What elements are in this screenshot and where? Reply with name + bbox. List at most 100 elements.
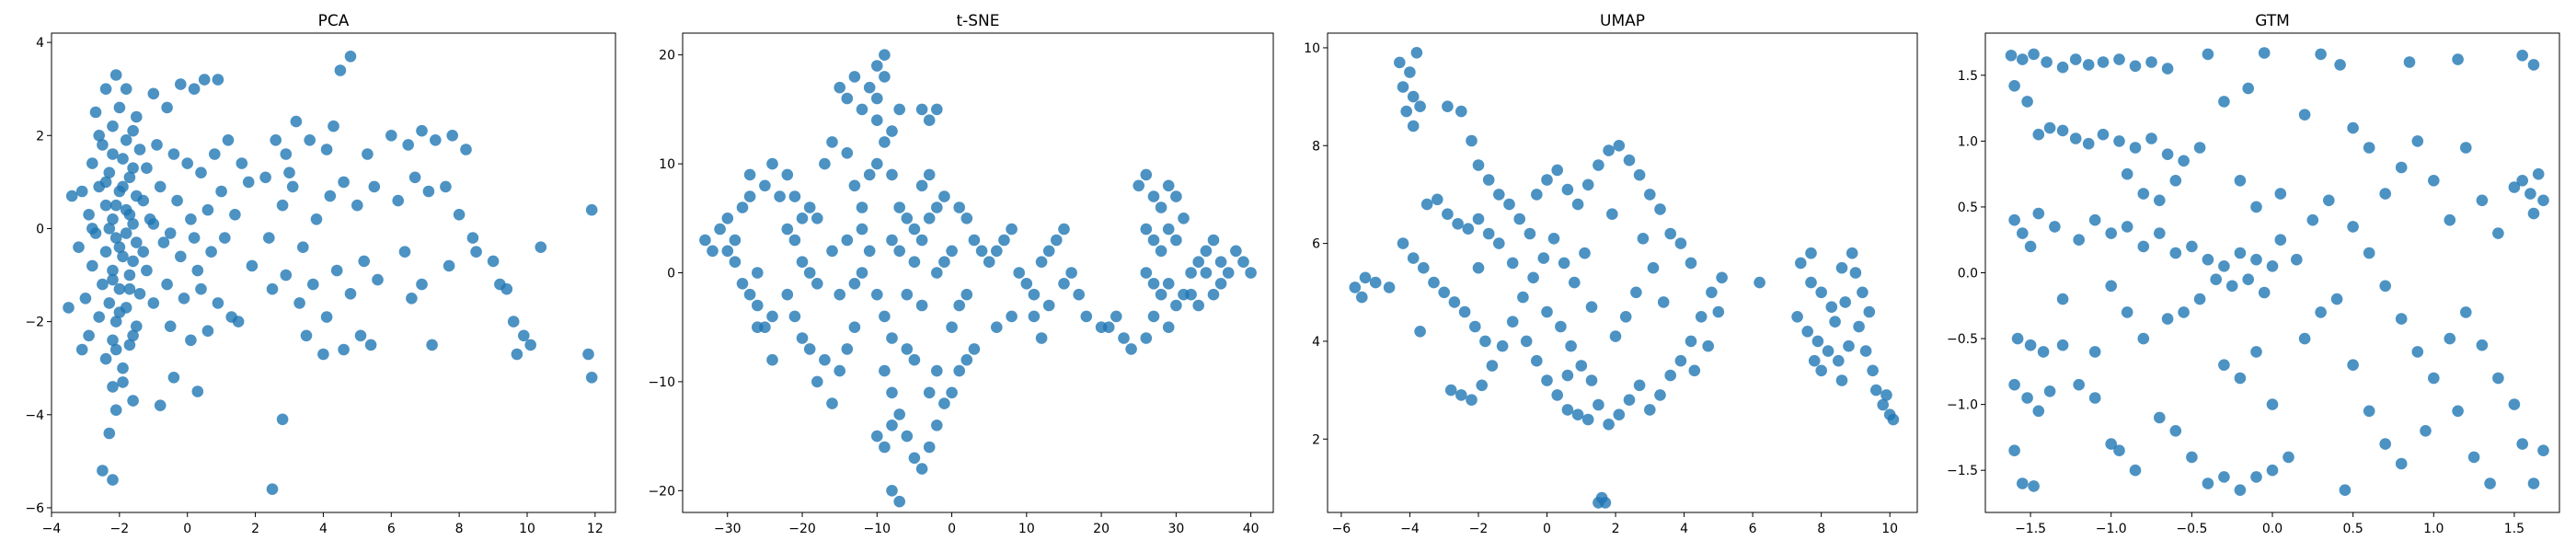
scatter-point [107, 120, 119, 132]
scatter-point [915, 299, 928, 312]
scatter-point [1058, 223, 1070, 236]
scatter-point [1688, 364, 1701, 377]
scatter-point [871, 114, 883, 126]
scatter-point [915, 463, 928, 475]
scatter-point [2129, 60, 2142, 73]
scatter-point [385, 130, 397, 142]
scatter-point [131, 110, 143, 123]
scatter-point [1835, 374, 1848, 386]
scatter-point [1359, 271, 1372, 284]
scatter-point [931, 364, 943, 377]
scatter-point [320, 311, 333, 323]
scatter-point [2524, 188, 2536, 200]
y-tick-label: 10 [1304, 41, 1320, 56]
scatter-point [2088, 392, 2101, 404]
scatter-point [83, 329, 95, 342]
scatter-point [392, 194, 405, 207]
scatter-point [86, 259, 98, 272]
scatter-point [97, 278, 109, 291]
scatter-point [164, 320, 177, 333]
scatter-point [185, 213, 197, 225]
scatter-point [2008, 213, 2020, 226]
scatter-point [117, 362, 129, 374]
scatter-point [2347, 221, 2359, 233]
scatter-point [1147, 310, 1160, 323]
scatter-point [856, 267, 868, 279]
scatter-point [2073, 378, 2085, 391]
scatter-point [131, 320, 143, 333]
scatter-point [137, 194, 149, 207]
scatter-point [1674, 237, 1687, 249]
scatter-point [1028, 310, 1041, 323]
scatter-point [1482, 227, 1495, 240]
scatter-point [1349, 282, 1362, 293]
scatter-point [2516, 50, 2528, 62]
scatter-point [1531, 354, 1543, 367]
x-tick-label: 4 [1680, 522, 1688, 536]
scatter-point [1444, 384, 1457, 397]
scatter-point [1369, 276, 1382, 289]
scatter-point [1155, 245, 1167, 258]
scatter-point [2056, 61, 2069, 74]
scatter-point [2121, 221, 2133, 233]
scatter-point [259, 171, 271, 184]
scatter-point [2428, 175, 2440, 187]
y-tick-label: 1.0 [1958, 134, 1978, 149]
scatter-point [123, 171, 136, 184]
scatter-point [2339, 484, 2352, 496]
scatter-points [63, 51, 598, 495]
y-tick-label: 4 [1312, 335, 1320, 350]
scatter-point [1619, 311, 1632, 323]
scatter-point [1517, 291, 1529, 304]
scatter-point [759, 179, 771, 192]
x-tick-label: 0.5 [2343, 522, 2363, 536]
scatter-point [507, 316, 520, 328]
scatter-point [2028, 48, 2040, 61]
scatter-point [364, 339, 377, 351]
scatter-point [2218, 260, 2230, 272]
scatter-point [99, 352, 112, 365]
x-tick-label: −4 [42, 522, 62, 536]
scatter-point [2306, 213, 2319, 226]
scatter-point [2234, 372, 2247, 385]
scatter-point [811, 213, 823, 224]
scatter-point [863, 168, 876, 181]
scatter-point [2169, 247, 2182, 259]
scatter-point [286, 180, 299, 193]
scatter-point [1843, 339, 1855, 352]
scatter-point [2291, 253, 2303, 266]
scatter-point [1613, 408, 1626, 421]
scatter-point [886, 125, 898, 137]
scatter-point [2527, 207, 2540, 220]
scatter-point [338, 176, 350, 189]
scatter-point [1414, 326, 1426, 338]
scatter-point [841, 147, 854, 159]
scatter-point [1155, 288, 1167, 301]
scatter-point [752, 321, 764, 334]
y-tick-label: −2 [25, 316, 44, 330]
scatter-point [2129, 142, 2142, 154]
scatter-point [1006, 223, 1018, 236]
scatter-point [1644, 189, 1656, 201]
scatter-point [1654, 389, 1666, 401]
scatter-point [1192, 299, 1204, 312]
scatter-point [232, 316, 245, 328]
scatter-point [344, 288, 357, 300]
scatter-point [63, 302, 75, 314]
scatter-point [1801, 326, 1813, 338]
scatter-point [500, 282, 513, 295]
scatter-point [1805, 276, 1817, 289]
scatter-point [1537, 252, 1550, 264]
scatter-point [938, 190, 950, 202]
scatter-point [1118, 332, 1130, 344]
scatter-point [2484, 477, 2496, 489]
scatter-point [297, 241, 309, 254]
scatter-point [1006, 310, 1018, 323]
scatter-point [304, 134, 316, 146]
scatter-point [2210, 273, 2222, 286]
scatter-point [1613, 140, 1626, 152]
scatter-point [79, 293, 92, 305]
scatter-point [181, 157, 193, 169]
scatter-point [2452, 405, 2464, 418]
scatter-point [86, 223, 98, 235]
